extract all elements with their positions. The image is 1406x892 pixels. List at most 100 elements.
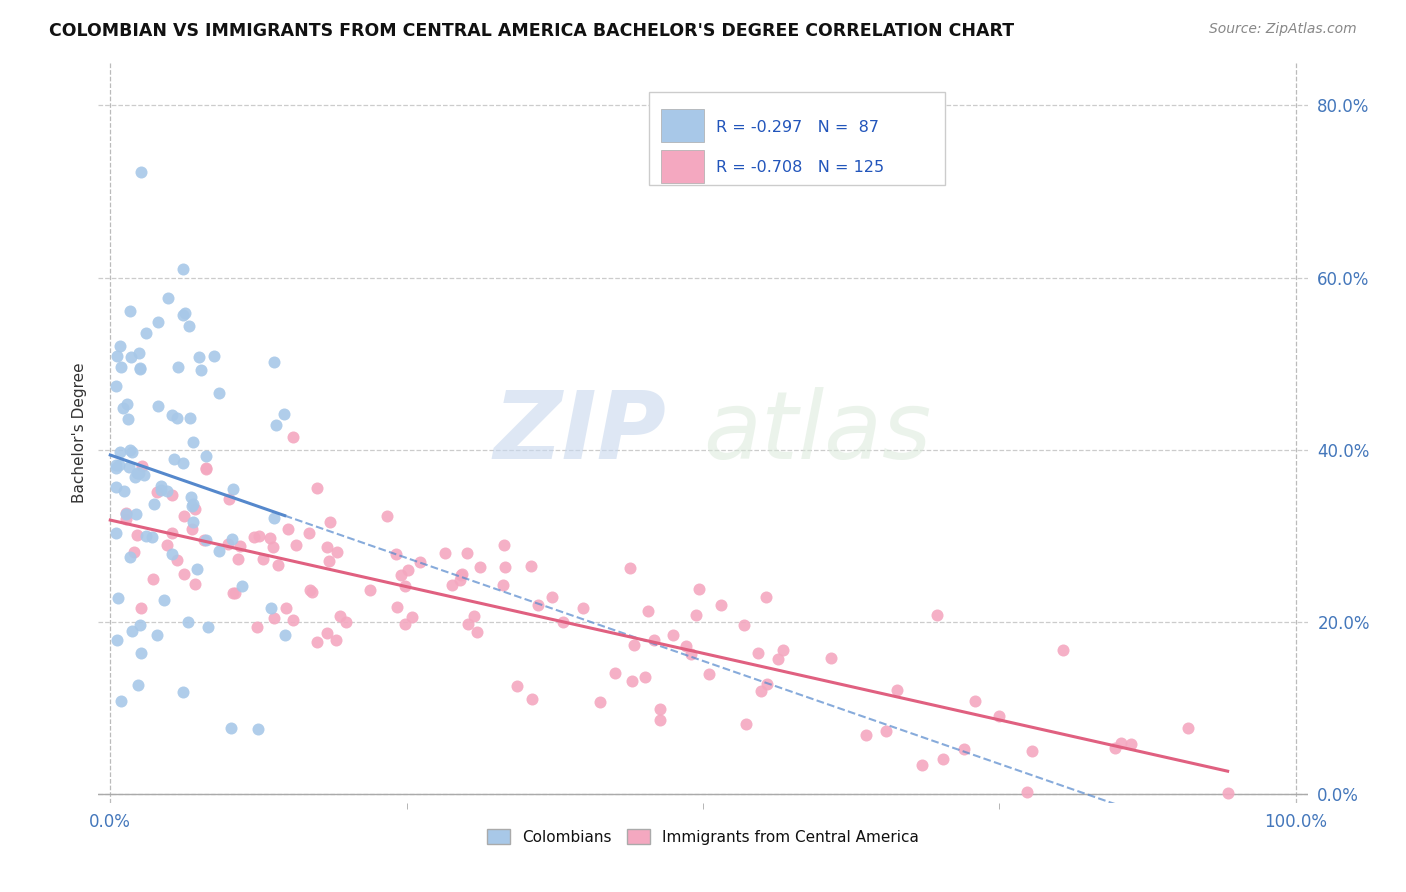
Point [273,628,295,642]
Point [441,578,464,592]
Point [193,533,215,547]
Y-axis label: Bachelor's Degree: Bachelor's Degree [72,362,87,503]
Point [662,628,685,642]
Point [231,579,253,593]
Point [259,531,281,545]
Point [117,412,139,426]
Point [146,315,169,329]
Point [183,501,205,516]
Point [468,559,491,574]
Point [132,467,155,482]
Point [162,488,184,502]
Point [401,610,423,624]
Point [125,466,148,480]
Point [155,483,177,498]
Point [733,617,755,632]
Point [105,461,128,475]
Point [180,522,202,536]
Point [149,483,172,497]
Point [145,628,167,642]
Point [195,461,218,475]
Point [247,529,270,543]
Point [142,572,165,586]
Point [519,559,541,574]
Point [623,639,645,653]
Point [316,540,339,554]
Point [181,515,204,529]
Point [394,617,416,632]
Point [494,560,516,574]
Point [118,443,141,458]
Point [128,362,150,376]
Point [190,363,212,377]
Point [396,563,419,577]
Point [456,546,478,560]
Point [650,702,672,716]
Point [541,591,564,605]
Point [318,554,340,568]
Point [589,695,612,709]
Point [281,430,304,444]
Point [219,721,242,735]
Point [118,304,141,318]
Point [208,544,231,558]
Point [1121,737,1143,751]
Point [195,461,218,475]
Point [772,642,794,657]
Point [105,458,128,472]
Point [186,562,208,576]
Point [128,467,150,481]
Point [965,694,987,708]
Point [114,508,136,522]
Text: COLOMBIAN VS IMMIGRANTS FROM CENTRAL AMERICA BACHELOR'S DEGREE CORRELATION CHART: COLOMBIAN VS IMMIGRANTS FROM CENTRAL AME… [49,22,1014,40]
Point [755,676,778,690]
Point [128,618,150,632]
Point [273,408,295,422]
Point [463,608,485,623]
Point [394,579,416,593]
Point [263,354,285,368]
Point [1104,741,1126,756]
Point [855,728,877,742]
Point [187,350,209,364]
Point [527,598,550,612]
Point [173,306,195,320]
Point [634,670,657,684]
Point [277,522,299,536]
Point [409,555,432,569]
Point [181,497,204,511]
Point [172,261,194,276]
Point [156,538,179,552]
Point [180,490,202,504]
Point [128,346,150,360]
Point [335,615,357,629]
Point [166,552,188,566]
Point [305,481,328,495]
Point [301,585,323,599]
Point [766,651,789,665]
Point [120,549,142,564]
Point [1109,736,1132,750]
Point [125,528,148,542]
Point [228,539,250,553]
Point [195,449,218,463]
Point [122,545,145,559]
Point [120,350,142,364]
Point [135,529,157,543]
Point [127,678,149,692]
Point [1052,643,1074,657]
Point [105,378,128,392]
Point [450,567,472,582]
Point [263,511,285,525]
Point [157,291,180,305]
Text: ZIP: ZIP [494,386,666,479]
Point [1216,786,1239,800]
Point [648,714,671,728]
Point [359,583,381,598]
Point [675,639,697,653]
Point [820,650,842,665]
Point [281,613,304,627]
Point [115,397,138,411]
Point [110,338,132,352]
Point [697,666,720,681]
